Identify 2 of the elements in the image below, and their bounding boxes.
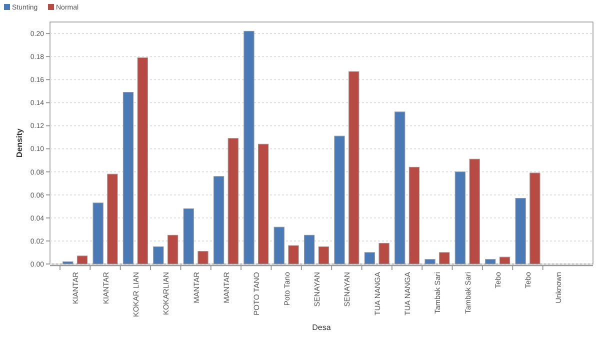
x-axis-title: Desa: [312, 323, 332, 332]
y-axis-title: Density: [15, 128, 24, 158]
